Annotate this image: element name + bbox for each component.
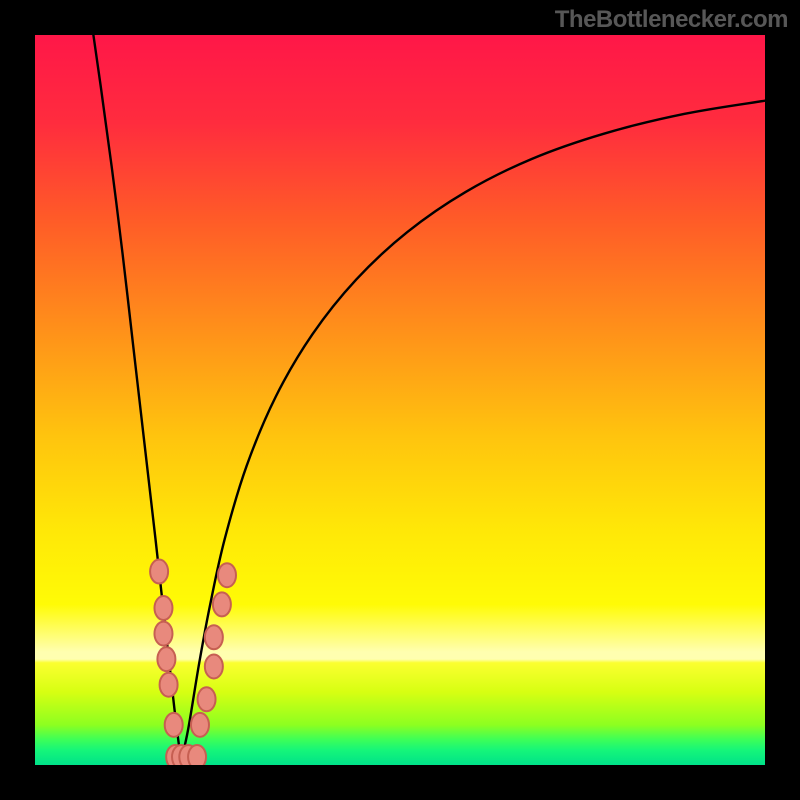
plot-area [35, 35, 765, 765]
chart-container: TheBottlenecker.com [0, 0, 800, 800]
data-marker [198, 687, 216, 711]
data-marker [205, 654, 223, 678]
data-marker [218, 563, 236, 587]
curve-right-branch [181, 101, 765, 762]
data-marker [154, 622, 172, 646]
data-marker [188, 745, 206, 765]
data-marker [160, 673, 178, 697]
data-marker [157, 647, 175, 671]
data-marker [191, 713, 209, 737]
data-marker [150, 560, 168, 584]
watermark-text: TheBottlenecker.com [555, 6, 788, 34]
data-marker [154, 596, 172, 620]
data-marker [205, 625, 223, 649]
data-marker [165, 713, 183, 737]
data-marker [213, 592, 231, 616]
plot-overlay [35, 35, 765, 765]
